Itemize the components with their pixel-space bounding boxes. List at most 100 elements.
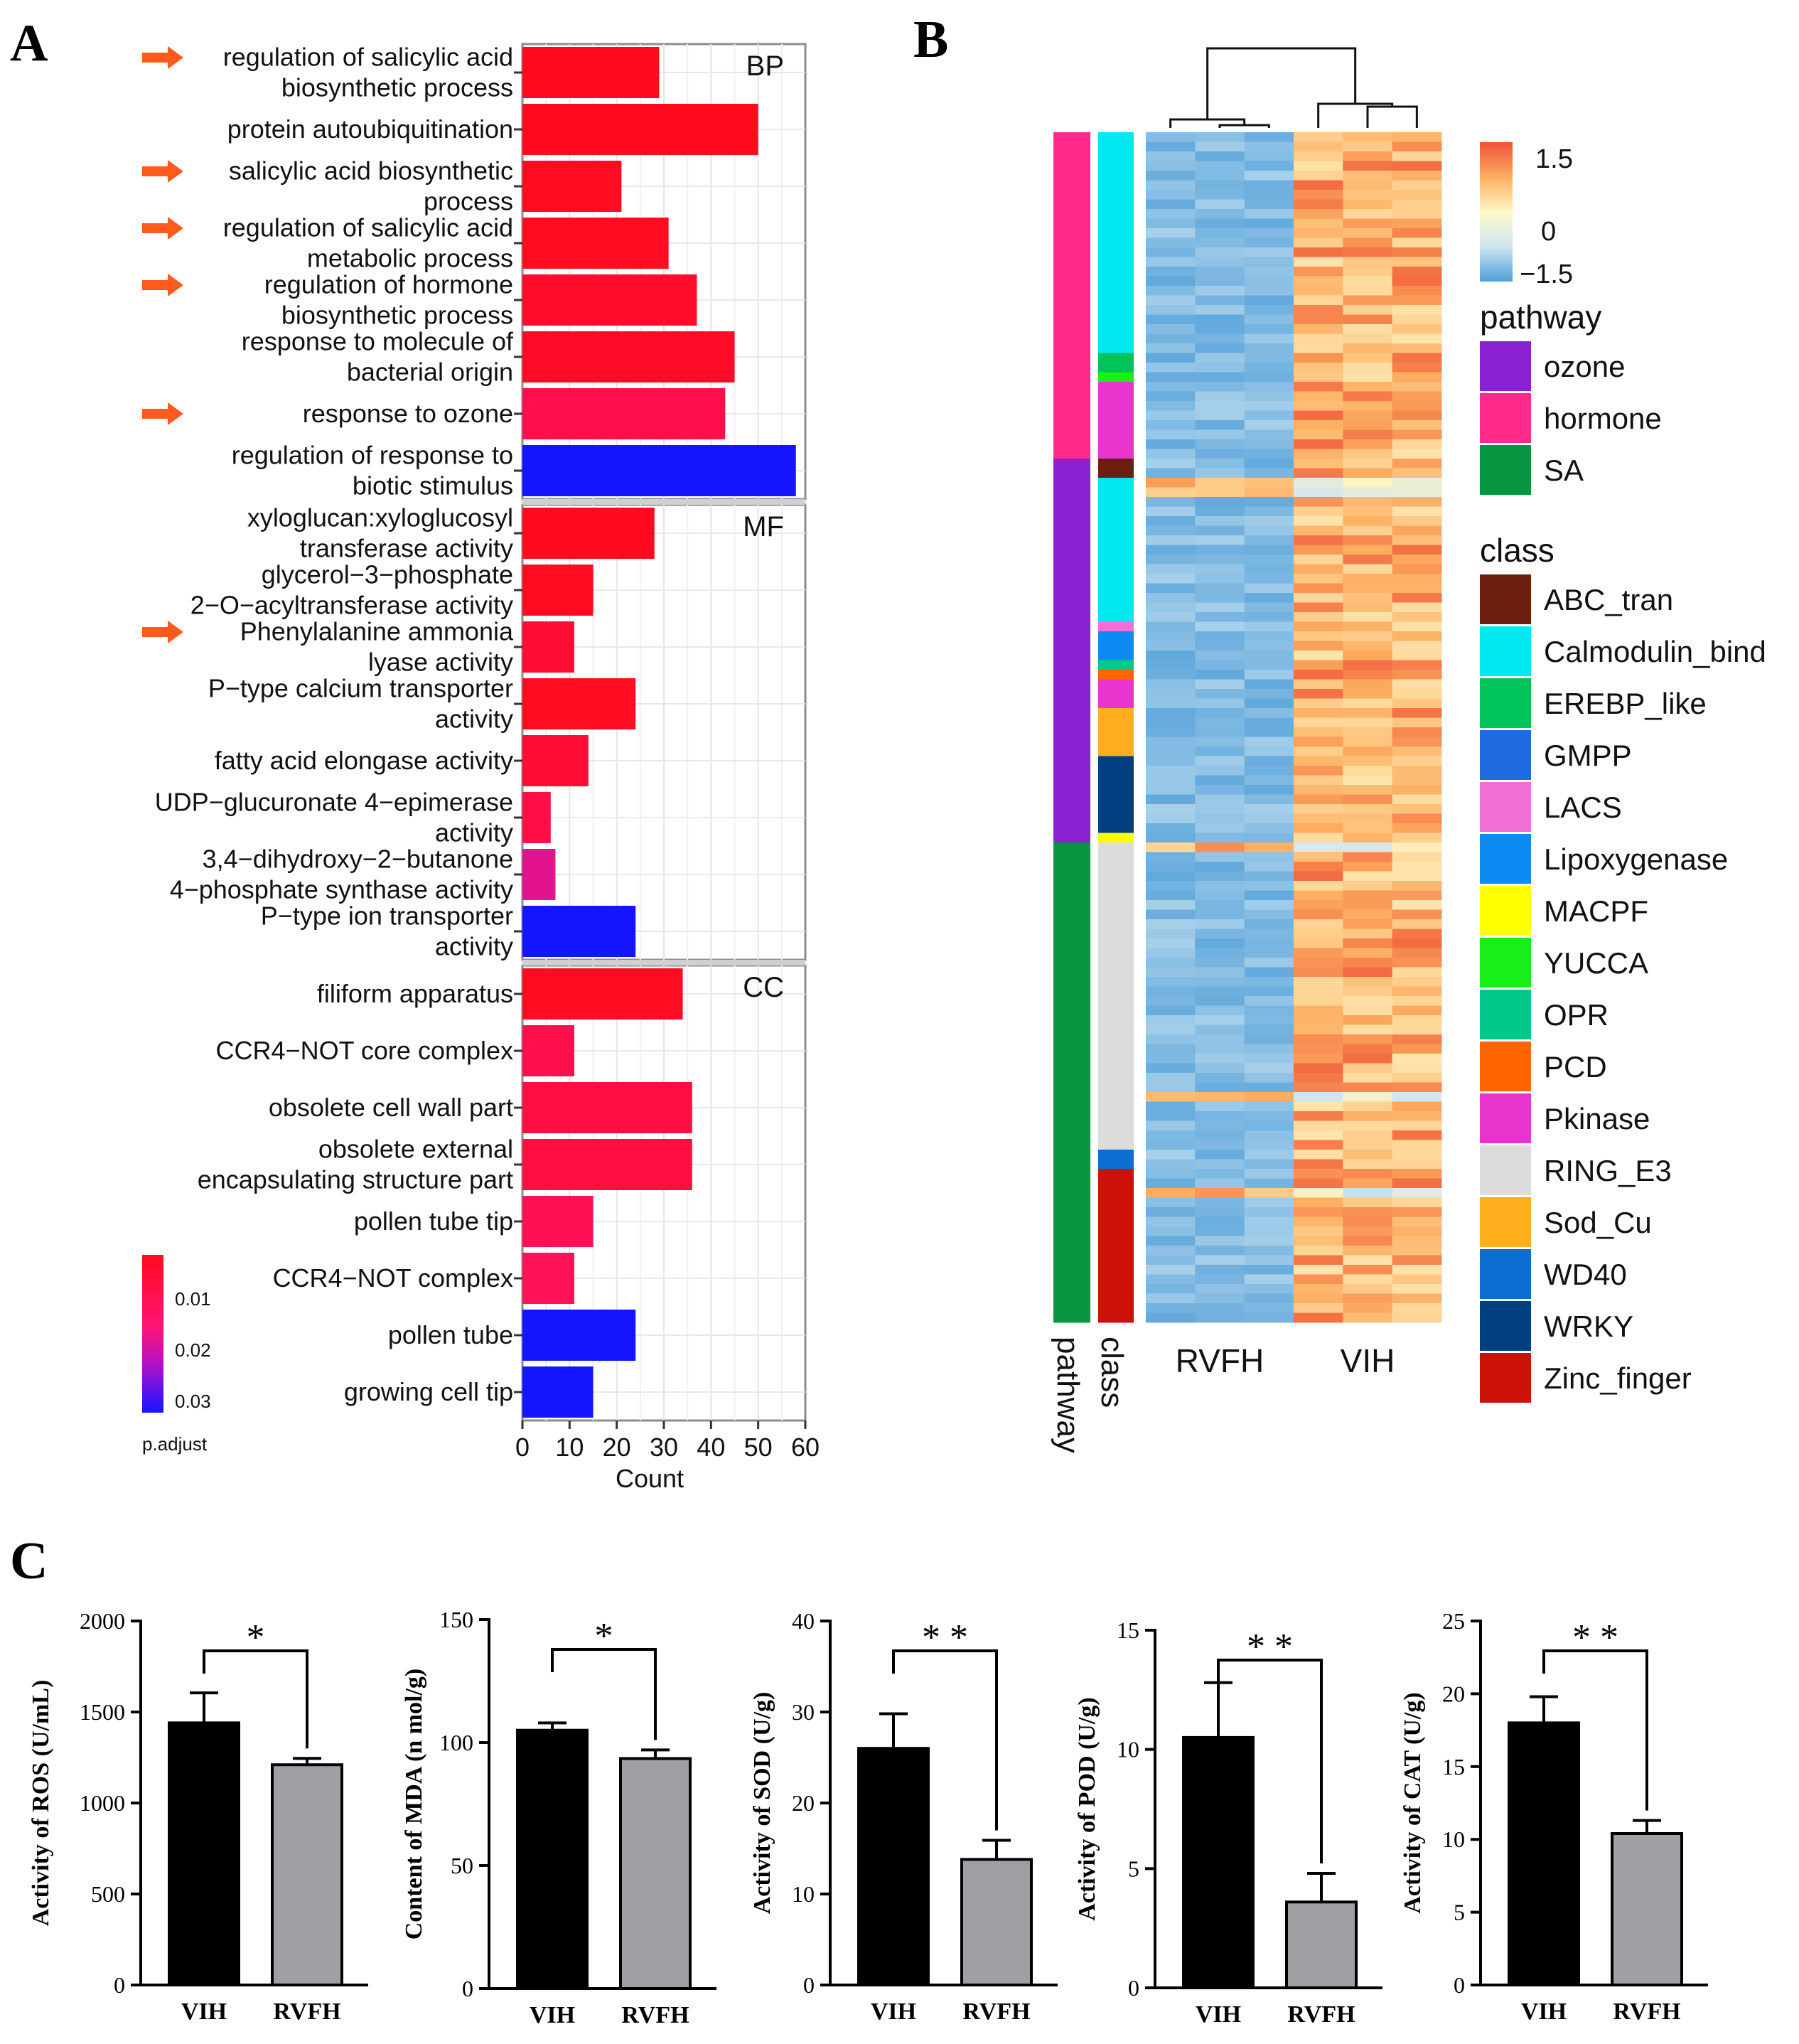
heatmap-cell: [1294, 842, 1343, 852]
heatmap-cell: [1195, 1150, 1245, 1160]
go-bar: [522, 1025, 574, 1076]
heatmap-cell: [1195, 391, 1245, 402]
heatmap-cell: [1195, 1216, 1245, 1227]
heatmap-cell: [1195, 1255, 1245, 1266]
legend-swatch: [1480, 990, 1531, 1039]
heatmap-cell: [1343, 324, 1393, 334]
heatmap-cell: [1343, 141, 1393, 152]
heatmap-cell: [1392, 420, 1442, 430]
x-tick-label: RVFH: [1613, 1998, 1680, 2025]
legend-swatch: [1480, 1197, 1531, 1247]
heatmap-cell: [1195, 909, 1245, 920]
heatmap-cell: [1146, 871, 1196, 882]
heatmap-cell: [1244, 651, 1294, 660]
heatmap-cell: [1195, 1178, 1245, 1189]
heatmap-cell: [1146, 1054, 1196, 1064]
heatmap-cell: [1195, 651, 1245, 660]
heatmap-cell: [1146, 363, 1196, 373]
heatmap-cell: [1294, 141, 1343, 152]
heatmap-cell: [1392, 631, 1442, 641]
heatmap-cell: [1343, 871, 1393, 882]
heatmap-cell: [1343, 1111, 1393, 1121]
heatmap-cell: [1195, 151, 1245, 161]
go-term-label: activity: [435, 705, 513, 734]
heatmap-cell: [1244, 209, 1294, 219]
heatmap-cell: [1244, 286, 1294, 296]
heatmap-cell: [1244, 237, 1294, 248]
go-bar: [522, 849, 556, 900]
heatmap-cell: [1244, 747, 1294, 756]
panel-label-b: B: [913, 11, 948, 69]
heatmap-cell: [1294, 938, 1343, 948]
heatmap-cell: [1146, 967, 1196, 978]
heatmap-cell: [1146, 247, 1196, 257]
heatmap-cell: [1195, 1015, 1245, 1025]
heatmap-cell: [1146, 775, 1196, 786]
heatmap-cell: [1195, 679, 1245, 690]
heatmap-cell: [1244, 1159, 1294, 1170]
heatmap-cell: [1343, 1188, 1393, 1198]
heatmap-cell: [1244, 276, 1294, 287]
heatmap-cell: [1244, 267, 1294, 277]
class-annotation-block: [1098, 382, 1134, 459]
go-bar: [522, 274, 697, 326]
heatmap-cell: [1343, 1178, 1393, 1189]
heatmap-cell: [1392, 1005, 1442, 1016]
heatmap-cell: [1244, 1274, 1294, 1285]
heatmap-cell: [1392, 1130, 1442, 1140]
heatmap-cell: [1392, 516, 1442, 526]
column-label-rvfh: RVFH: [1176, 1342, 1264, 1379]
heatmap-cell: [1294, 670, 1343, 680]
heatmap-cell: [1392, 708, 1442, 718]
heatmap-cell: [1244, 171, 1294, 181]
heatmap-cell: [1294, 333, 1343, 344]
heatmap-cell: [1343, 833, 1393, 843]
heatmap-cell: [1392, 842, 1442, 852]
heatmap-cell: [1294, 689, 1343, 699]
heatmap-cell: [1244, 564, 1294, 574]
heatmap-cell: [1244, 497, 1294, 507]
heatmap-cell: [1294, 1303, 1343, 1313]
heatmap-cell: [1195, 276, 1245, 287]
y-tick-label: 0: [1128, 1975, 1139, 2001]
legend-swatch: [1480, 445, 1531, 495]
heatmap-cell: [1392, 900, 1442, 910]
heatmap-cell: [1146, 833, 1196, 843]
heatmap-cell: [1392, 267, 1442, 277]
heatmap-cell: [1294, 621, 1343, 632]
heatmap-cell: [1146, 1226, 1196, 1236]
heatmap-cell: [1392, 478, 1442, 488]
heatmap-cell: [1294, 545, 1343, 555]
heatmap-cell: [1146, 698, 1196, 709]
heatmap-cell: [1343, 862, 1393, 872]
bar-vih: [1182, 1735, 1255, 1989]
class-annotation-block: [1098, 833, 1134, 843]
heatmap-cell: [1195, 1005, 1245, 1016]
heatmap-cell: [1294, 631, 1343, 641]
y-tick-label: 20: [1442, 1681, 1465, 1706]
heatmap-cell: [1294, 660, 1343, 670]
heatmap-cell: [1146, 276, 1196, 287]
heatmap-cell: [1244, 1140, 1294, 1150]
y-tick-label: 0: [1454, 1972, 1465, 1998]
heatmap-cell: [1343, 218, 1393, 229]
heatmap-cell: [1195, 305, 1245, 315]
class-legend-item: WD40: [1544, 1258, 1627, 1291]
heatmap-cell: [1244, 996, 1294, 1006]
heatmap-cell: [1343, 967, 1393, 978]
go-term-label: pollen tube tip: [354, 1206, 513, 1236]
heatmap-cell: [1392, 977, 1442, 987]
heatmap-cell: [1343, 372, 1393, 382]
heatmap-cell: [1343, 391, 1393, 402]
heatmap-cell: [1343, 487, 1393, 498]
heatmap-cell: [1146, 909, 1196, 920]
heatmap-cell: [1392, 1150, 1442, 1160]
heatmap-cell: [1392, 794, 1442, 805]
pathway-annotation-block: [1053, 132, 1090, 459]
heatmap-cell: [1244, 391, 1294, 402]
heatmap-cell: [1343, 343, 1393, 353]
heatmap-cell: [1343, 1073, 1393, 1083]
go-bar: [522, 1196, 594, 1247]
heatmap-cell: [1195, 535, 1245, 545]
heatmap-cell: [1343, 429, 1393, 440]
